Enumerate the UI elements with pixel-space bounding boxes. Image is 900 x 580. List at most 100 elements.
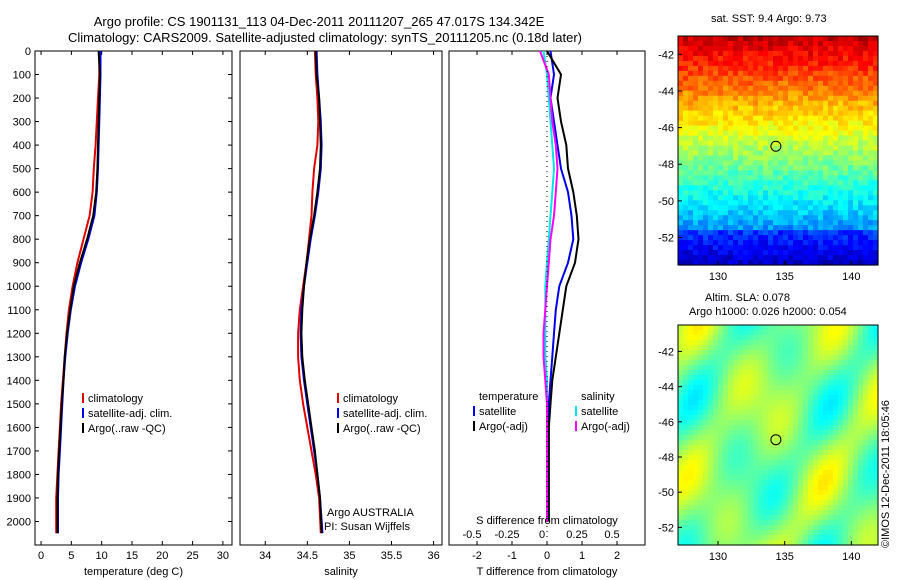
map-cell bbox=[788, 55, 794, 62]
map-cell bbox=[788, 90, 794, 97]
map-cell bbox=[783, 495, 789, 501]
map-cell bbox=[728, 45, 734, 52]
map-cell bbox=[838, 55, 844, 62]
map-cell bbox=[828, 140, 834, 147]
map-cell bbox=[873, 490, 879, 496]
map-cell bbox=[798, 490, 804, 496]
legend-label: satellite-adj. clim. bbox=[343, 408, 427, 420]
map-cell bbox=[783, 340, 789, 346]
map-cell bbox=[768, 400, 774, 406]
map-cell bbox=[823, 245, 829, 251]
map-cell bbox=[748, 145, 754, 152]
map-cell bbox=[683, 240, 689, 246]
map-cell bbox=[803, 450, 809, 456]
map-cell bbox=[763, 255, 769, 261]
map-cell bbox=[843, 355, 849, 361]
map-cell bbox=[778, 155, 784, 162]
map-cell bbox=[743, 210, 749, 216]
map-cell bbox=[753, 490, 759, 496]
map-cell bbox=[773, 465, 779, 471]
map-cell bbox=[678, 440, 684, 446]
map-cell bbox=[853, 485, 859, 491]
map-cell bbox=[838, 110, 844, 117]
map-cell bbox=[693, 190, 699, 196]
map-cell bbox=[868, 345, 874, 351]
x-tick-label: 35 bbox=[343, 550, 355, 562]
map-cell bbox=[813, 210, 819, 216]
map-cell bbox=[828, 60, 834, 67]
map-cell bbox=[733, 355, 739, 361]
map-cell bbox=[803, 455, 809, 461]
map-cell bbox=[793, 195, 799, 201]
map-cell bbox=[698, 250, 704, 256]
map-cell bbox=[823, 210, 829, 216]
map-cell bbox=[723, 45, 729, 52]
map-cell bbox=[843, 440, 849, 446]
map-cell bbox=[848, 405, 854, 411]
map-cell bbox=[798, 180, 804, 186]
map-cell bbox=[798, 155, 804, 162]
map-cell bbox=[788, 230, 794, 236]
map-cell bbox=[753, 225, 759, 231]
map-cell bbox=[733, 370, 739, 376]
map-cell bbox=[868, 220, 874, 226]
map-cell bbox=[818, 395, 824, 401]
map-cell bbox=[868, 90, 874, 97]
map-cell bbox=[778, 60, 784, 67]
map-cell bbox=[858, 465, 864, 471]
map-cell bbox=[828, 95, 834, 102]
map-cell bbox=[773, 425, 779, 431]
map-cell bbox=[708, 210, 714, 216]
map-cell bbox=[743, 155, 749, 162]
map-cell bbox=[838, 515, 844, 521]
map-cell bbox=[838, 170, 844, 176]
map-cell bbox=[803, 95, 809, 102]
map-cell bbox=[868, 475, 874, 481]
map-cell bbox=[723, 150, 729, 157]
map-cell bbox=[808, 325, 814, 331]
map-cell bbox=[708, 140, 714, 147]
map-cell bbox=[753, 220, 759, 226]
map-cell bbox=[823, 170, 829, 176]
map-cell bbox=[828, 415, 834, 421]
map-cell bbox=[788, 70, 794, 77]
map-cell bbox=[763, 490, 769, 496]
map-cell bbox=[708, 115, 714, 122]
map-cell bbox=[848, 220, 854, 226]
map-cell bbox=[698, 345, 704, 351]
map-cell bbox=[858, 540, 864, 546]
map-cell bbox=[848, 155, 854, 162]
map-cell bbox=[713, 205, 719, 211]
map-cell bbox=[788, 180, 794, 186]
map-cell bbox=[778, 40, 784, 47]
map-cell bbox=[858, 395, 864, 401]
map-cell bbox=[843, 405, 849, 411]
map-cell bbox=[858, 120, 864, 127]
map-cell bbox=[863, 465, 869, 471]
map-cell bbox=[793, 185, 799, 191]
map-cell bbox=[758, 470, 764, 476]
map-cell bbox=[718, 170, 724, 176]
map-cell bbox=[733, 185, 739, 191]
map-cell bbox=[703, 490, 709, 496]
map-cell bbox=[688, 130, 694, 137]
map-cell bbox=[793, 180, 799, 186]
map-cell bbox=[773, 420, 779, 426]
map-cell bbox=[703, 130, 709, 137]
map-cell bbox=[788, 435, 794, 441]
map-cell bbox=[778, 115, 784, 122]
map-cell bbox=[808, 90, 814, 97]
map-cell bbox=[738, 485, 744, 491]
map-cell bbox=[863, 460, 869, 466]
map-cell bbox=[693, 55, 699, 62]
map-cell bbox=[838, 210, 844, 216]
map-cell bbox=[763, 505, 769, 511]
map-cell bbox=[763, 230, 769, 236]
map-cell bbox=[728, 330, 734, 336]
map-cell bbox=[848, 395, 854, 401]
map-cell bbox=[698, 430, 704, 436]
map-cell bbox=[853, 260, 859, 266]
map-cell bbox=[793, 505, 799, 511]
map-cell bbox=[708, 175, 714, 181]
map-cell bbox=[713, 110, 719, 117]
